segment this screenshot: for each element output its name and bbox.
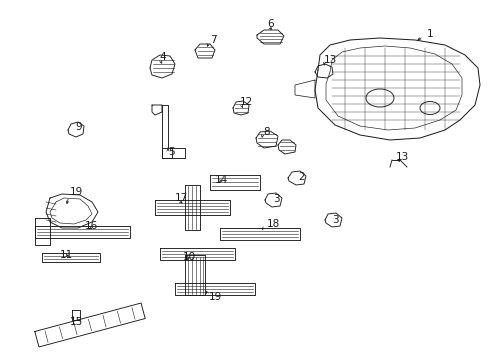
Text: 15: 15 bbox=[70, 317, 83, 327]
Text: 6: 6 bbox=[266, 19, 273, 29]
Text: 18: 18 bbox=[266, 219, 280, 229]
Text: 16: 16 bbox=[85, 221, 98, 231]
Text: 10: 10 bbox=[183, 252, 196, 262]
Text: 7: 7 bbox=[209, 35, 216, 45]
Text: 4: 4 bbox=[159, 52, 165, 62]
Text: 3: 3 bbox=[272, 194, 279, 204]
Text: 13: 13 bbox=[324, 55, 337, 65]
Text: 13: 13 bbox=[395, 152, 408, 162]
Text: 3: 3 bbox=[331, 215, 338, 225]
Text: 1: 1 bbox=[426, 29, 433, 39]
Text: 17: 17 bbox=[175, 193, 188, 203]
Text: 9: 9 bbox=[75, 122, 81, 132]
Text: 14: 14 bbox=[215, 175, 228, 185]
Text: 19: 19 bbox=[208, 292, 222, 302]
Text: 12: 12 bbox=[240, 97, 253, 107]
Text: 8: 8 bbox=[263, 127, 269, 137]
Text: 19: 19 bbox=[70, 187, 83, 197]
Text: 5: 5 bbox=[168, 147, 174, 157]
Text: 11: 11 bbox=[60, 250, 73, 260]
Text: 2: 2 bbox=[297, 172, 304, 182]
